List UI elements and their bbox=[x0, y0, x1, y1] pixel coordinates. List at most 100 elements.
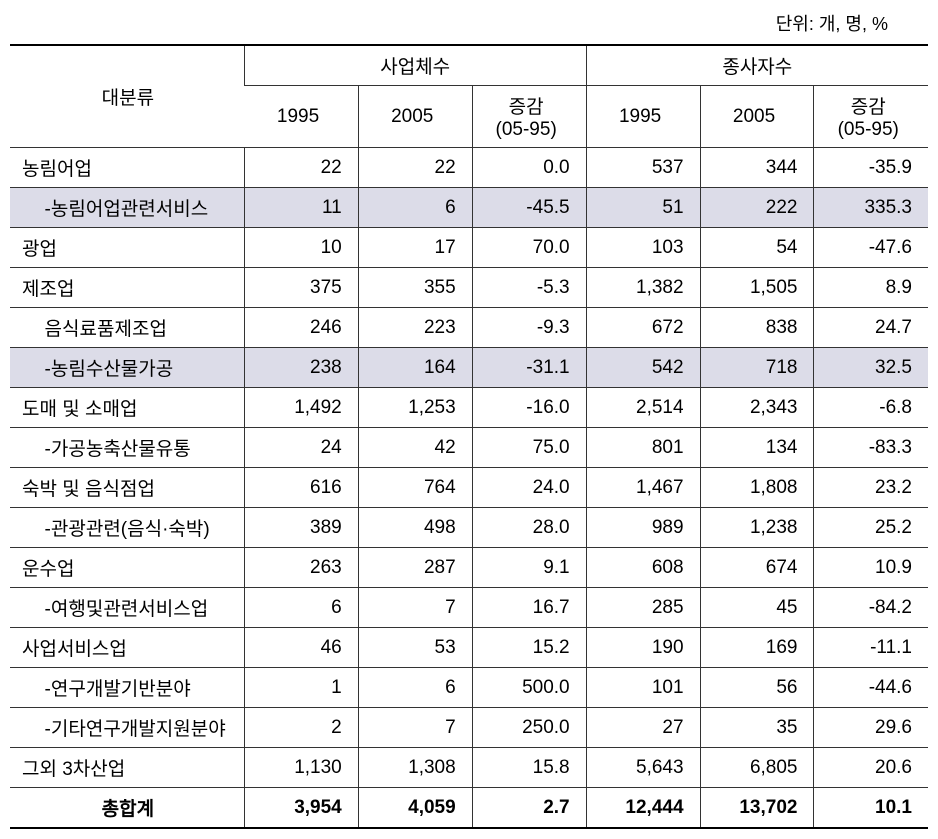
row-label: -관광관련(음식·숙박) bbox=[10, 508, 244, 548]
cell-echg: -84.2 bbox=[814, 588, 928, 628]
cell-bchg: -5.3 bbox=[472, 268, 586, 308]
cell-b2005: 7 bbox=[358, 588, 472, 628]
header-b2005: 2005 bbox=[358, 86, 472, 148]
cell-e2005: 169 bbox=[700, 628, 814, 668]
cell-b1995: 616 bbox=[244, 468, 358, 508]
cell-e2005: 222 bbox=[700, 188, 814, 228]
cell-echg: -11.1 bbox=[814, 628, 928, 668]
cell-e2005: 344 bbox=[700, 148, 814, 188]
cell-bchg: 16.7 bbox=[472, 588, 586, 628]
cell-b2005: 1,253 bbox=[358, 388, 472, 428]
cell-b1995: 6 bbox=[244, 588, 358, 628]
cell-echg: 32.5 bbox=[814, 348, 928, 388]
cell-e1995: 2,514 bbox=[586, 388, 700, 428]
cell-bchg: 500.0 bbox=[472, 668, 586, 708]
row-label: 사업서비스업 bbox=[10, 628, 244, 668]
row-label: -연구개발기반분야 bbox=[10, 668, 244, 708]
cell-bchg: 250.0 bbox=[472, 708, 586, 748]
cell-b1995: 46 bbox=[244, 628, 358, 668]
table-row: 숙박 및 음식점업61676424.01,4671,80823.2 bbox=[10, 468, 928, 508]
cell-bchg: 28.0 bbox=[472, 508, 586, 548]
cell-e1995: 672 bbox=[586, 308, 700, 348]
cell-echg: -6.8 bbox=[814, 388, 928, 428]
table-row: 운수업2632879.160867410.9 bbox=[10, 548, 928, 588]
cell-bchg: -31.1 bbox=[472, 348, 586, 388]
total-bchg: 2.7 bbox=[472, 788, 586, 829]
row-label: -기타연구개발지원분야 bbox=[10, 708, 244, 748]
header-e1995: 1995 bbox=[586, 86, 700, 148]
cell-echg: 24.7 bbox=[814, 308, 928, 348]
cell-b2005: 6 bbox=[358, 188, 472, 228]
table-row: -기타연구개발지원분야27250.0273529.6 bbox=[10, 708, 928, 748]
cell-b1995: 24 bbox=[244, 428, 358, 468]
cell-e2005: 1,505 bbox=[700, 268, 814, 308]
header-echange: 증감(05-95) bbox=[814, 86, 928, 148]
header-group2: 종사자수 bbox=[586, 45, 928, 86]
total-b1995: 3,954 bbox=[244, 788, 358, 829]
table-row: 제조업375355-5.31,3821,5058.9 bbox=[10, 268, 928, 308]
cell-e1995: 1,467 bbox=[586, 468, 700, 508]
cell-b1995: 375 bbox=[244, 268, 358, 308]
total-e2005: 13,702 bbox=[700, 788, 814, 829]
cell-e1995: 537 bbox=[586, 148, 700, 188]
cell-e1995: 1,382 bbox=[586, 268, 700, 308]
cell-echg: 10.9 bbox=[814, 548, 928, 588]
table-row: 음식료품제조업246223-9.367283824.7 bbox=[10, 308, 928, 348]
cell-b2005: 6 bbox=[358, 668, 472, 708]
cell-e1995: 542 bbox=[586, 348, 700, 388]
cell-b2005: 355 bbox=[358, 268, 472, 308]
cell-e1995: 285 bbox=[586, 588, 700, 628]
cell-e1995: 5,643 bbox=[586, 748, 700, 788]
cell-bchg: -16.0 bbox=[472, 388, 586, 428]
cell-echg: 20.6 bbox=[814, 748, 928, 788]
cell-e2005: 56 bbox=[700, 668, 814, 708]
cell-e1995: 801 bbox=[586, 428, 700, 468]
table-row: 그외 3차산업1,1301,30815.85,6436,80520.6 bbox=[10, 748, 928, 788]
cell-e1995: 989 bbox=[586, 508, 700, 548]
cell-e2005: 1,808 bbox=[700, 468, 814, 508]
row-label: -여행및관련서비스업 bbox=[10, 588, 244, 628]
header-b1995: 1995 bbox=[244, 86, 358, 148]
total-echg: 10.1 bbox=[814, 788, 928, 829]
table-row: -연구개발기반분야16500.010156-44.6 bbox=[10, 668, 928, 708]
table-row: -여행및관련서비스업6716.728545-84.2 bbox=[10, 588, 928, 628]
unit-label: 단위: 개, 명, % bbox=[10, 10, 928, 36]
table-row: 사업서비스업465315.2190169-11.1 bbox=[10, 628, 928, 668]
row-label: 숙박 및 음식점업 bbox=[10, 468, 244, 508]
cell-bchg: 15.8 bbox=[472, 748, 586, 788]
total-b2005: 4,059 bbox=[358, 788, 472, 829]
row-label: 제조업 bbox=[10, 268, 244, 308]
cell-e2005: 6,805 bbox=[700, 748, 814, 788]
table-row: -농림수산물가공238164-31.154271832.5 bbox=[10, 348, 928, 388]
row-label: 광업 bbox=[10, 228, 244, 268]
cell-echg: -35.9 bbox=[814, 148, 928, 188]
cell-b2005: 22 bbox=[358, 148, 472, 188]
cell-e1995: 190 bbox=[586, 628, 700, 668]
cell-e1995: 27 bbox=[586, 708, 700, 748]
data-table: 대분류 사업체수 종사자수 1995 2005 증감(05-95) 1995 2… bbox=[10, 44, 928, 829]
row-label: 그외 3차산업 bbox=[10, 748, 244, 788]
cell-e1995: 51 bbox=[586, 188, 700, 228]
cell-b2005: 42 bbox=[358, 428, 472, 468]
cell-b1995: 1,492 bbox=[244, 388, 358, 428]
cell-b2005: 164 bbox=[358, 348, 472, 388]
cell-b2005: 764 bbox=[358, 468, 472, 508]
row-label: 도매 및 소매업 bbox=[10, 388, 244, 428]
cell-e2005: 838 bbox=[700, 308, 814, 348]
table-row: -농림어업관련서비스116-45.551222335.3 bbox=[10, 188, 928, 228]
cell-b1995: 246 bbox=[244, 308, 358, 348]
cell-bchg: 9.1 bbox=[472, 548, 586, 588]
cell-b1995: 11 bbox=[244, 188, 358, 228]
cell-echg: -44.6 bbox=[814, 668, 928, 708]
cell-bchg: 70.0 bbox=[472, 228, 586, 268]
row-label: -농림어업관련서비스 bbox=[10, 188, 244, 228]
table-row: 도매 및 소매업1,4921,253-16.02,5142,343-6.8 bbox=[10, 388, 928, 428]
header-bchange: 증감(05-95) bbox=[472, 86, 586, 148]
cell-b1995: 389 bbox=[244, 508, 358, 548]
cell-echg: 25.2 bbox=[814, 508, 928, 548]
cell-b1995: 263 bbox=[244, 548, 358, 588]
table-row: -관광관련(음식·숙박)38949828.09891,23825.2 bbox=[10, 508, 928, 548]
cell-b1995: 1 bbox=[244, 668, 358, 708]
cell-b1995: 1,130 bbox=[244, 748, 358, 788]
table-row: 광업101770.010354-47.6 bbox=[10, 228, 928, 268]
